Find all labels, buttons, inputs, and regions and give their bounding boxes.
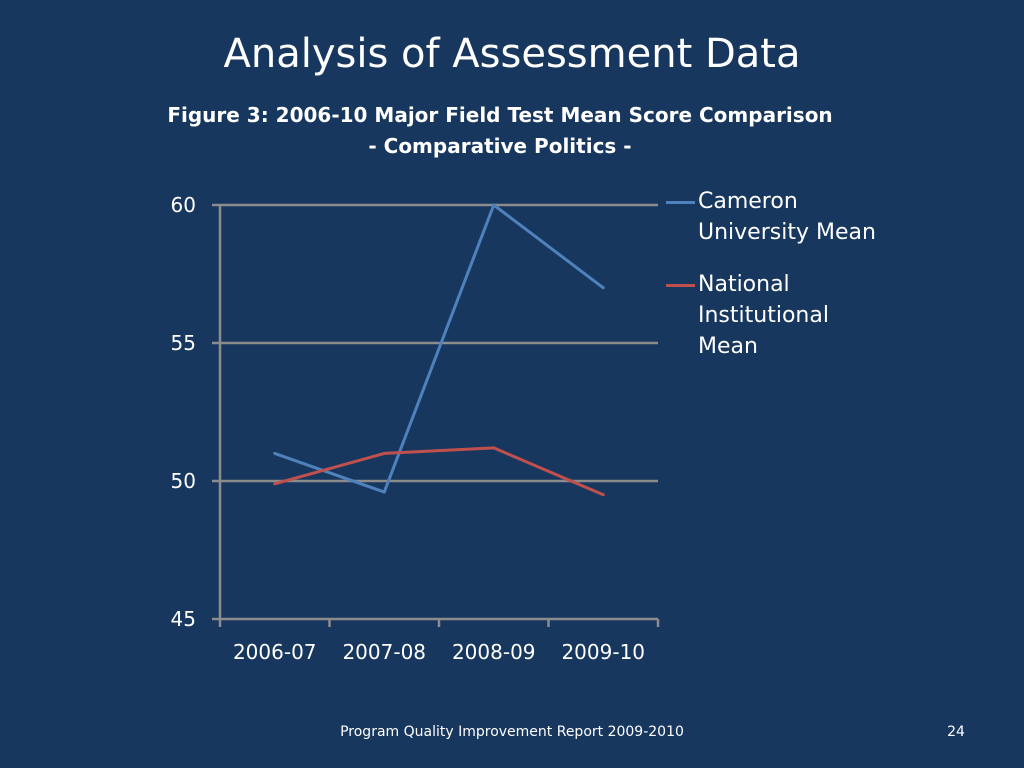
data-point xyxy=(273,451,277,455)
legend-swatch-cameron xyxy=(666,201,695,204)
data-point xyxy=(492,446,496,450)
legend-swatch-national xyxy=(666,284,695,287)
data-point xyxy=(273,482,277,486)
data-point xyxy=(382,451,386,455)
legend-label: Cameron University Mean xyxy=(698,189,876,245)
x-tick-label: 2006-07 xyxy=(233,640,317,664)
series-line-cameron xyxy=(274,203,605,494)
y-tick-label: 55 xyxy=(171,331,196,355)
legend-item: Cameron University Mean xyxy=(666,186,886,248)
chart-subtitle: - Comparative Politics - xyxy=(368,134,632,158)
x-tick-label: 2007-08 xyxy=(342,640,426,664)
data-point xyxy=(382,490,386,494)
chart-legend: Cameron University Mean National Institu… xyxy=(666,186,886,383)
chart-title: Figure 3: 2006-10 Major Field Test Mean … xyxy=(167,103,833,127)
x-tick-label: 2008-09 xyxy=(452,640,536,664)
figure-title: Figure 3: 2006-10 Major Field Test Mean … xyxy=(140,100,860,162)
page-number: 24 xyxy=(947,724,965,740)
data-point xyxy=(492,203,496,207)
y-tick-label: 45 xyxy=(171,607,196,631)
legend-item: National Institutional Mean xyxy=(666,269,886,362)
footer-text: Program Quality Improvement Report 2009-… xyxy=(340,724,684,740)
y-tick-label: 60 xyxy=(171,193,196,217)
data-point xyxy=(601,286,605,290)
data-point xyxy=(601,493,605,497)
x-tick-label: 2009-10 xyxy=(561,640,645,664)
legend-label: National Institutional Mean xyxy=(698,272,829,359)
y-tick-label: 50 xyxy=(171,469,196,493)
slide-title: Analysis of Assessment Data xyxy=(223,31,801,77)
series-line-national xyxy=(274,446,604,497)
